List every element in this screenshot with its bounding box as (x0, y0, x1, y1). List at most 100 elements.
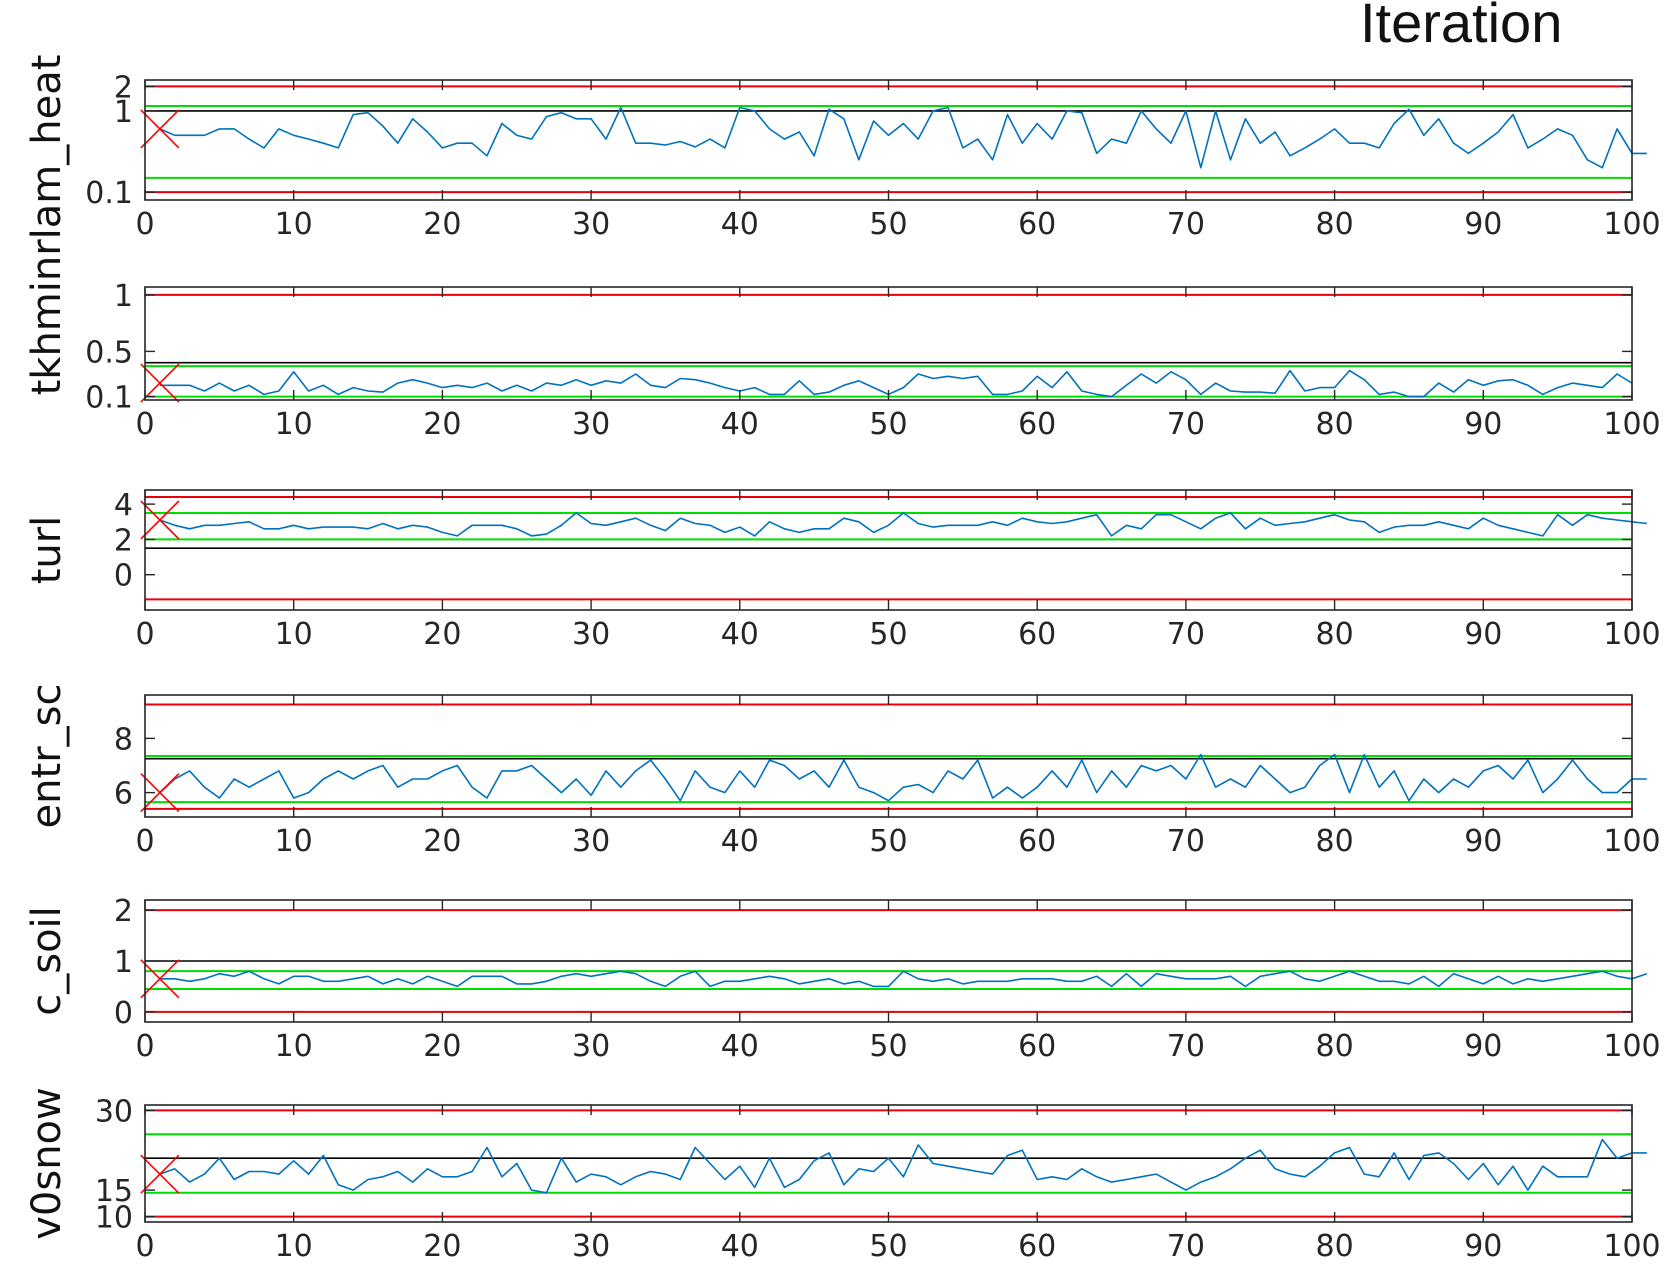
x-tick-label-10: 10 (275, 1029, 313, 1064)
x-tick-label-100: 100 (1603, 207, 1660, 242)
y-tick-label-0: 0 (114, 996, 133, 1031)
y-tick-label-1: 1 (114, 95, 133, 130)
x-tick-label-80: 80 (1316, 407, 1354, 442)
x-tick-label-30: 30 (572, 207, 610, 242)
subplot-5: 0 10 20 30 40 50 60 70 80 90 100 0 1 2 c_soil (24, 894, 1661, 1064)
x-tick-label-40: 40 (721, 617, 759, 652)
x-tick-label-100: 100 (1603, 1029, 1660, 1064)
x-tick-label-30: 30 (572, 1229, 610, 1264)
marker-stroke-2 (140, 1154, 180, 1194)
x-tick-label-80: 80 (1316, 617, 1354, 652)
series-line-1 (159, 753, 1647, 802)
x-tick-label-20: 20 (423, 824, 461, 859)
x-tick-label-60: 60 (1018, 1029, 1056, 1064)
y-axis-label: entr_sc (24, 684, 70, 829)
subplot-4: 0 10 20 30 40 50 60 70 80 90 100 6 8 entr_sc (24, 684, 1661, 859)
start-marker-x (140, 959, 180, 999)
y-tick-label-2: 2 (114, 523, 133, 558)
x-tick-label-50: 50 (869, 407, 907, 442)
y-tick-label-0.5: 0.5 (85, 335, 133, 370)
x-tick-label-10: 10 (275, 207, 313, 242)
y-tick-label-8: 8 (114, 722, 133, 757)
x-tick-label-90: 90 (1464, 1229, 1502, 1264)
x-tick-label-70: 70 (1167, 1029, 1205, 1064)
y-axis-label: v0snow (24, 1087, 70, 1240)
x-tick-label-70: 70 (1167, 1229, 1205, 1264)
x-tick-label-60: 60 (1018, 617, 1056, 652)
x-tick-label-20: 20 (423, 1229, 461, 1264)
axes-box (144, 489, 1633, 611)
x-tick-label-40: 40 (721, 824, 759, 859)
x-tick-label-40: 40 (721, 207, 759, 242)
x-tick-label-70: 70 (1167, 824, 1205, 859)
x-tick-label-100: 100 (1603, 1229, 1660, 1264)
x-tick-label-0: 0 (135, 1229, 154, 1264)
x-tick-label-80: 80 (1316, 1229, 1354, 1264)
x-tick-label-40: 40 (721, 1029, 759, 1064)
x-tick-label-90: 90 (1464, 407, 1502, 442)
x-tick-label-50: 50 (869, 207, 907, 242)
y-tick-label-2: 2 (114, 70, 133, 105)
x-tick-label-30: 30 (572, 1029, 610, 1064)
x-tick-label-20: 20 (423, 1029, 461, 1064)
series-line-1 (159, 1138, 1647, 1194)
figure-title: Iteration (1360, 0, 1562, 54)
x-tick-label-50: 50 (869, 824, 907, 859)
x-tick-label-50: 50 (869, 1029, 907, 1064)
x-tick-label-30: 30 (572, 824, 610, 859)
marker-stroke-2 (140, 109, 180, 149)
x-tick-label-60: 60 (1018, 1229, 1056, 1264)
start-marker-x (140, 773, 180, 813)
y-tick-label-30: 30 (95, 1094, 133, 1129)
marker-stroke-2 (140, 363, 180, 403)
x-tick-label-10: 10 (275, 824, 313, 859)
x-tick-label-20: 20 (423, 617, 461, 652)
y-axis-label: c_soil (24, 906, 70, 1016)
y-tick-label-1: 1 (114, 945, 133, 980)
x-tick-label-80: 80 (1316, 207, 1354, 242)
series-line-1 (159, 369, 1633, 398)
y-axis-label: tkhminrlam_heat (24, 55, 70, 396)
y-axis-label: turl (24, 516, 70, 585)
x-tick-label-20: 20 (423, 207, 461, 242)
x-tick-label-10: 10 (275, 407, 313, 442)
x-tick-label-60: 60 (1018, 207, 1056, 242)
x-tick-label-70: 70 (1167, 617, 1205, 652)
subplot-1: 0 10 20 30 40 50 60 70 80 90 1000.112tkhminrlam_he… (24, 55, 1661, 396)
axes-box (144, 1104, 1633, 1223)
start-marker-x (140, 109, 180, 149)
y-tick-label-15: 15 (95, 1174, 133, 1209)
axes-box (144, 286, 1633, 401)
marker-stroke-2 (140, 500, 180, 540)
x-tick-label-100: 100 (1603, 407, 1660, 442)
start-marker-x (140, 500, 180, 540)
x-tick-label-100: 100 (1603, 824, 1660, 859)
x-tick-label-60: 60 (1018, 824, 1056, 859)
x-tick-label-50: 50 (869, 617, 907, 652)
x-tick-label-80: 80 (1316, 1029, 1354, 1064)
x-tick-label-90: 90 (1464, 207, 1502, 242)
x-tick-label-30: 30 (572, 617, 610, 652)
x-tick-label-30: 30 (572, 407, 610, 442)
subplot-2: 0 10 20 30 40 50 60 70 80 90 100 0.1 0.5 1 (85, 279, 1660, 442)
subplot-stack: 0 10 20 30 40 50 60 70 80 90 1000.112tkhminrlam_he… (24, 55, 1661, 1264)
marker-stroke-2 (140, 959, 180, 999)
marker-stroke-2 (140, 773, 180, 813)
x-tick-label-40: 40 (721, 1229, 759, 1264)
x-tick-label-10: 10 (275, 617, 313, 652)
x-tick-label-70: 70 (1167, 207, 1205, 242)
y-tick-label-10: 10 (95, 1201, 133, 1236)
x-tick-label-0: 0 (135, 407, 154, 442)
x-tick-label-90: 90 (1464, 617, 1502, 652)
x-tick-label-80: 80 (1316, 824, 1354, 859)
y-tick-label-6: 6 (114, 777, 133, 812)
x-tick-label-60: 60 (1018, 407, 1056, 442)
y-tick-label-2: 2 (114, 894, 133, 929)
series-line-1 (159, 512, 1647, 537)
x-tick-label-0: 0 (135, 617, 154, 652)
x-tick-label-90: 90 (1464, 1029, 1502, 1064)
x-tick-label-50: 50 (869, 1229, 907, 1264)
